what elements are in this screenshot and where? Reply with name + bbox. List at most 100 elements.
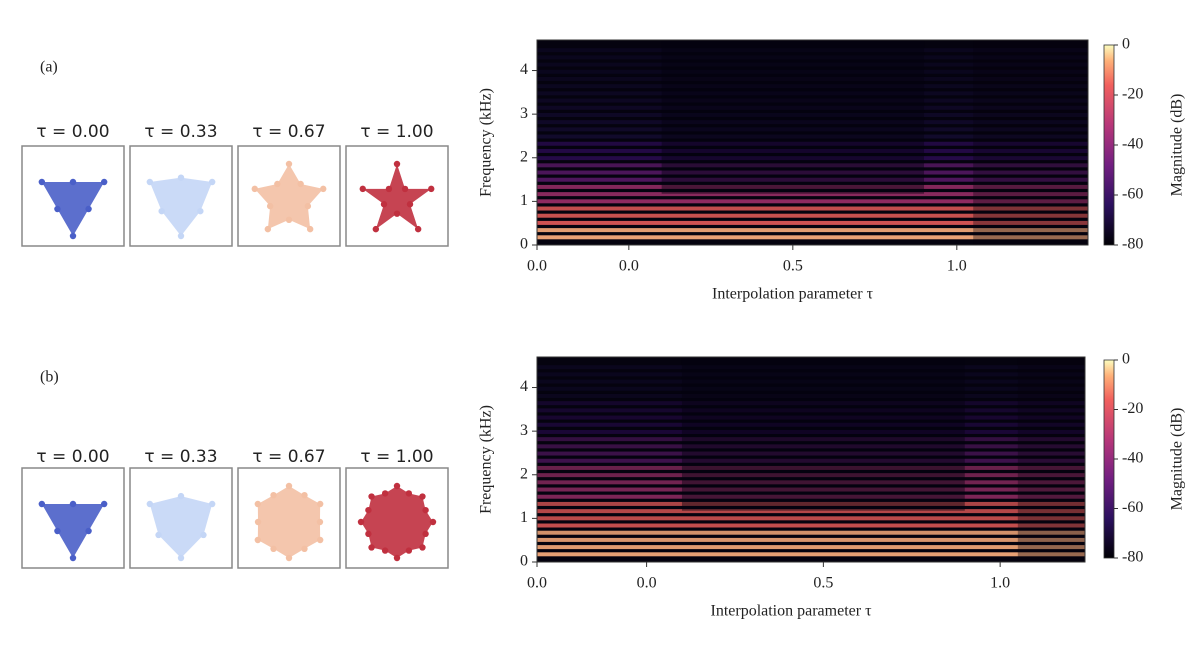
shape-vertex <box>429 518 437 526</box>
plot-frame <box>536 39 1089 246</box>
shape-vertex <box>54 527 61 535</box>
spectrogram-band <box>537 84 1088 89</box>
shape-vertex <box>208 178 216 186</box>
spectrogram-band <box>537 422 1085 427</box>
spectrogram-band <box>537 437 1085 442</box>
shape-vertex <box>405 490 413 497</box>
x-tick-label: 0.0 <box>527 258 547 275</box>
shape-vertex <box>316 500 324 508</box>
spectrogram-band <box>537 372 1085 377</box>
spectrogram-band <box>537 120 1088 125</box>
spectrogram-band <box>537 429 1085 434</box>
shape-vertex <box>264 225 272 233</box>
spectrogram-band <box>537 141 1088 146</box>
spectrogram-band <box>537 55 1088 60</box>
spectrogram-band <box>537 62 1088 67</box>
spectrogram-band <box>537 148 1088 153</box>
y-tick-label: 0 <box>520 236 528 253</box>
colorbar-tick-label: -60 <box>1122 186 1143 203</box>
spectrogram-band <box>537 213 1088 218</box>
shape-vertex <box>197 207 204 215</box>
shape-vertex <box>270 545 277 553</box>
spectrogram-band <box>537 501 1085 506</box>
x-axis-label: Interpolation parameter τ <box>712 286 874 303</box>
shape-vertex <box>320 185 327 193</box>
shape-vertex <box>146 500 154 508</box>
spectrogram-band <box>537 523 1085 528</box>
shape-vertex <box>393 554 401 562</box>
shape-vertex <box>177 174 185 181</box>
panel-label: (a) <box>40 59 58 76</box>
shape-vertex <box>285 160 293 168</box>
shape-vertex <box>365 506 372 514</box>
shape-vertex <box>381 490 389 497</box>
shape-vertex <box>304 202 312 210</box>
shape-vertex <box>254 536 262 544</box>
shape-vertex <box>69 500 77 508</box>
spectrogram-band <box>537 98 1088 103</box>
shape-vertex <box>419 493 426 500</box>
spectrogram-band <box>537 552 1085 557</box>
spectrogram-band <box>537 545 1085 550</box>
shape-vertex <box>100 178 108 186</box>
shape-vertex <box>365 530 372 538</box>
spectrogram-band <box>537 473 1085 478</box>
colorbar-tick-label: -40 <box>1122 136 1143 153</box>
spectrogram-band <box>537 127 1088 132</box>
spectrogram-band <box>537 408 1085 413</box>
spectrogram-shade <box>681 357 965 511</box>
spectrogram-band <box>537 494 1085 499</box>
shape-title: τ = 1.00 <box>360 447 433 467</box>
shape-vertex <box>200 531 207 539</box>
colorbar-tick-label: -60 <box>1122 499 1143 516</box>
spectrogram-band <box>537 163 1088 168</box>
shape-vertex <box>155 531 162 539</box>
shape-vertex <box>54 205 61 213</box>
shape-vertex <box>405 547 413 554</box>
shape-vertex <box>208 500 216 508</box>
spectrogram-band <box>537 156 1088 161</box>
spectrogram-band <box>537 444 1085 449</box>
panel-label: (b) <box>40 369 59 386</box>
x-tick-label: 1.0 <box>990 575 1010 592</box>
spectrogram-band <box>537 379 1085 384</box>
shape <box>149 177 213 236</box>
shape-vertex <box>69 178 77 186</box>
spectrogram-band <box>537 184 1088 189</box>
spectrogram-band <box>537 509 1085 514</box>
spectrogram-band <box>537 105 1088 110</box>
spectrogram-band <box>537 401 1085 406</box>
shape-vertex <box>266 202 274 210</box>
shape-vertex <box>385 185 393 193</box>
spectrogram-band <box>537 228 1088 233</box>
shape-vertex <box>381 547 389 554</box>
shape-vertex <box>69 554 77 562</box>
shape-vertex <box>368 544 375 551</box>
shape-vertex <box>428 185 435 193</box>
colorbar-tick-label: -20 <box>1122 86 1143 103</box>
colorbar <box>1103 44 1115 246</box>
shape-vertex <box>359 185 366 193</box>
shape <box>41 182 105 236</box>
shape-vertex <box>406 201 414 208</box>
y-tick-label: 2 <box>520 148 528 165</box>
spectrogram-band <box>537 177 1088 182</box>
x-tick-label: 0.0 <box>619 258 639 275</box>
colorbar-tick-label: 0 <box>1122 36 1130 53</box>
shape-vertex <box>254 500 262 508</box>
spectrogram-band <box>537 487 1085 492</box>
shape-vertex <box>419 544 426 551</box>
x-tick-label: 0.5 <box>813 575 833 592</box>
shape-title: τ = 1.00 <box>360 122 433 142</box>
shape-vertex <box>368 493 375 500</box>
spectrogram-band <box>537 206 1088 211</box>
plot-frame <box>536 356 1086 563</box>
spectrogram-shade <box>973 40 1088 245</box>
spectrogram-band <box>537 134 1088 139</box>
shape-vertex <box>301 491 308 499</box>
y-tick-label: 1 <box>520 192 528 209</box>
shape <box>362 164 432 230</box>
shape-vertex <box>285 482 293 490</box>
y-tick-label: 3 <box>520 105 528 122</box>
